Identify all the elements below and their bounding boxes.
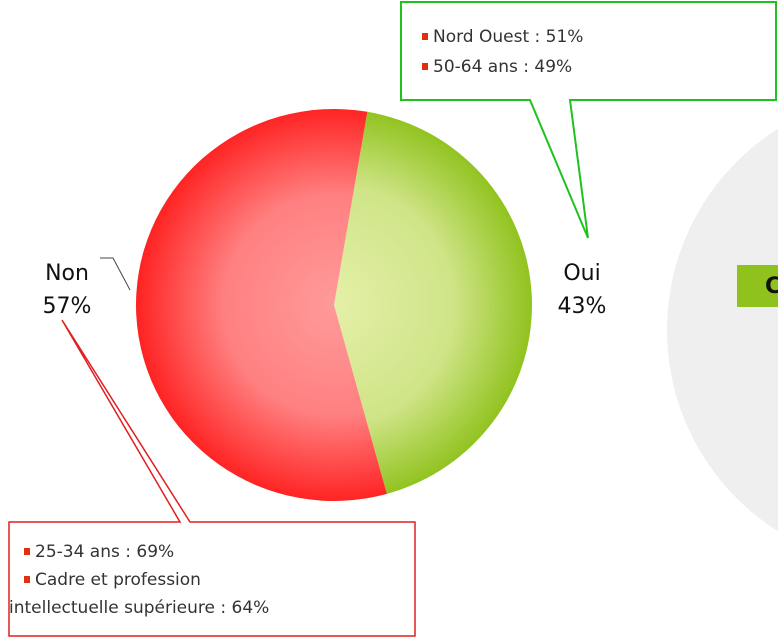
callout-text: Nord Ouest : 51%: [433, 27, 583, 47]
bullet: [422, 63, 428, 70]
bullet: [24, 548, 30, 555]
background-circle: [667, 128, 778, 532]
callout-box: [400, 1, 777, 239]
slice-value: 57%: [43, 294, 92, 319]
callout-text: 25-34 ans : 69%: [35, 542, 174, 562]
callout-text: Cadre et profession: [35, 570, 201, 590]
bullet: [24, 576, 30, 583]
leader-line: [100, 257, 131, 291]
callout-text: intellectuelle supérieure : 64%: [9, 598, 269, 618]
side-label: C: [765, 274, 778, 299]
slice-value: 43%: [558, 294, 607, 319]
pie-slice: [136, 109, 387, 501]
bullet: [422, 33, 428, 40]
slice-label: Non: [45, 261, 89, 286]
slice-label: Oui: [563, 261, 600, 286]
callout-text: 50-64 ans : 49%: [433, 57, 572, 77]
pie-slice: [334, 111, 533, 494]
callout-box: [8, 319, 416, 637]
side-label-box: [737, 265, 778, 307]
